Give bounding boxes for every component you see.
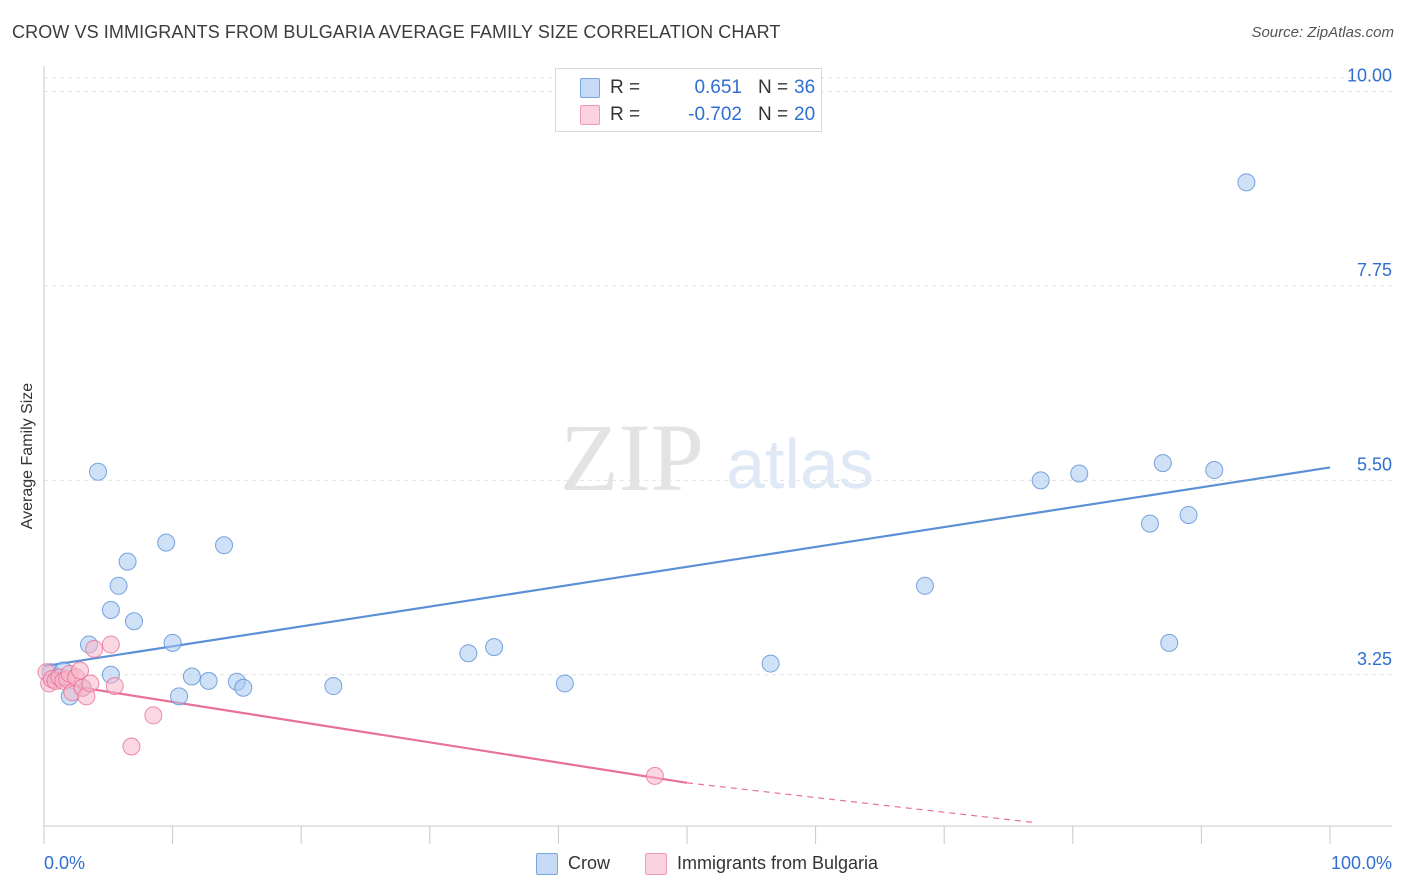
- correlation-legend: R = 0.651 N = 36 R = -0.702 N = 20: [555, 68, 822, 132]
- legend-label-crow: Crow: [568, 853, 611, 873]
- chart-title: CROW VS IMMIGRANTS FROM BULGARIA AVERAGE…: [12, 22, 781, 42]
- data-point-crow: [1205, 461, 1224, 480]
- data-point-crow: [101, 601, 120, 619]
- data-point-bulgaria: [105, 677, 124, 696]
- data-point-crow: [324, 677, 343, 696]
- data-point-bulgaria: [85, 639, 104, 658]
- watermark: ZIP atlas: [560, 404, 874, 511]
- data-point-bulgaria: [122, 737, 141, 756]
- data-point-bulgaria: [144, 706, 163, 725]
- tick-labels: 3.25 5.50 7.75 10.00 0.0% 100.0%: [44, 66, 1392, 873]
- data-point-crow: [163, 633, 182, 652]
- data-point-crow: [109, 576, 128, 595]
- x-tick-label-max: 100.0%: [1331, 853, 1392, 873]
- legend-r-label: R =: [610, 77, 641, 98]
- y-tick-label: 7.75: [1357, 260, 1392, 280]
- y-tick-label: 5.50: [1357, 454, 1392, 474]
- legend-n-value: 36: [794, 77, 816, 98]
- legend-r-label: R =: [610, 104, 641, 125]
- data-point-bulgaria: [81, 674, 100, 693]
- legend-swatch-crow: [536, 853, 558, 875]
- data-point-crow: [1140, 514, 1159, 533]
- source-label: Source: ZipAtlas.com: [1251, 24, 1394, 41]
- y-tick-label: 10.00: [1347, 66, 1392, 86]
- data-point-crow: [157, 533, 176, 552]
- data-point-crow: [459, 644, 478, 663]
- axes: [43, 66, 1392, 844]
- legend-swatch-crow: [580, 78, 600, 98]
- legend-n-value: 20: [794, 104, 816, 125]
- trend-line-crow: [43, 466, 1331, 668]
- data-point-crow: [89, 462, 108, 481]
- trend-line-bulgaria: [43, 680, 688, 784]
- legend-label-bulgaria: Immigrants from Bulgaria: [677, 853, 879, 873]
- data-point-bulgaria: [645, 766, 664, 785]
- data-point-crow: [1237, 173, 1256, 192]
- data-point-crow: [118, 552, 137, 571]
- data-point-crow: [1153, 454, 1172, 473]
- legend-n-label: N =: [758, 104, 789, 125]
- data-point-crow: [915, 576, 934, 595]
- data-point-crow: [1179, 505, 1198, 524]
- legend-r-value: -0.702: [688, 104, 742, 125]
- grid-lines: [44, 77, 1392, 676]
- data-point-crow: [1031, 471, 1050, 490]
- data-point-crow: [555, 674, 574, 693]
- data-points: [37, 173, 1256, 785]
- data-point-crow: [199, 671, 218, 690]
- trend-lines: [43, 466, 1331, 824]
- data-point-crow: [125, 612, 144, 631]
- y-tick-label: 3.25: [1357, 649, 1392, 669]
- data-point-crow: [1070, 464, 1089, 483]
- legend-n-label: N =: [758, 77, 789, 98]
- data-point-crow: [234, 678, 253, 697]
- data-point-crow: [215, 536, 234, 555]
- legend-swatch-bulgaria: [645, 853, 667, 875]
- data-point-crow: [1160, 633, 1179, 652]
- data-point-crow: [485, 638, 504, 657]
- data-point-crow: [170, 687, 189, 706]
- trend-line-extension: [686, 782, 1035, 824]
- data-point-crow: [761, 654, 780, 673]
- data-point-bulgaria: [71, 661, 90, 680]
- data-point-bulgaria: [101, 635, 120, 654]
- legend-r-value: 0.651: [694, 77, 742, 98]
- data-point-crow: [182, 667, 201, 686]
- watermark-zip: ZIP: [560, 404, 704, 511]
- legend-swatch-bulgaria: [580, 105, 600, 125]
- x-tick-label-min: 0.0%: [44, 853, 85, 873]
- watermark-atlas: atlas: [726, 425, 874, 503]
